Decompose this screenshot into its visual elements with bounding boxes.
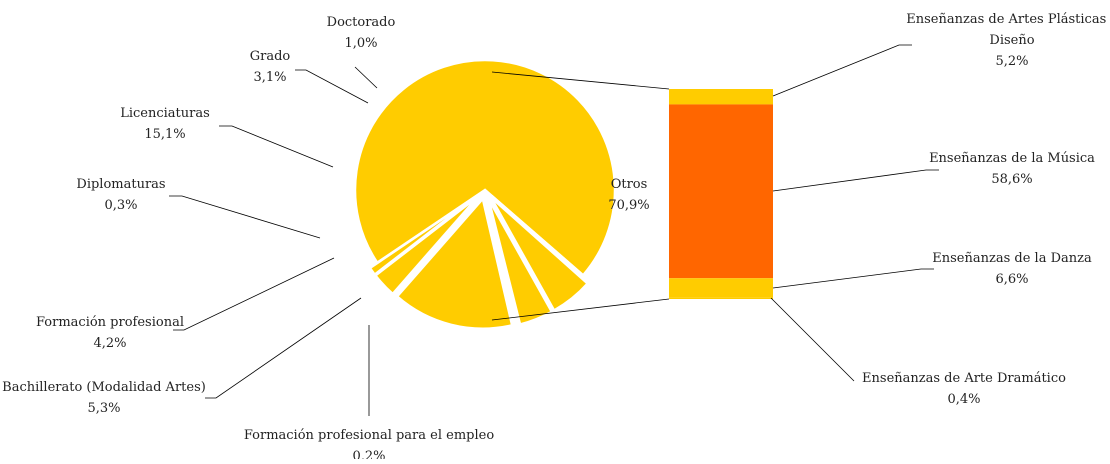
leader-bachillerato	[205, 297, 362, 399]
data-label-doctorado: Doctorado 1,0%	[327, 15, 396, 51]
pie-slice-otros	[353, 58, 617, 278]
data-label-bachillerato: Bachillerato (Modalidad Artes) 5,3%	[2, 380, 206, 416]
data-label-arte-dramatico: Enseñanzas de Arte Dramático 0,4%	[862, 371, 1066, 407]
data-label-grado: Grado 3,1%	[250, 49, 291, 85]
pie-slices	[353, 58, 617, 330]
pie-slice-doctorado	[368, 194, 479, 277]
leader-arte-dramatico	[770, 297, 855, 382]
leader-artes-plasticas	[772, 44, 912, 97]
pie-slice-bachillerato-modalidad-artes	[489, 196, 590, 313]
bar-segments	[669, 89, 773, 299]
leader-licenciaturas	[219, 125, 334, 168]
bar-segment-ensenanzas-de-arte-dramatico	[669, 297, 773, 299]
leader-formacion-profesional	[173, 257, 335, 331]
data-label-formacion-profesional: Formación profesional 4,2%	[36, 315, 184, 351]
data-labels: Doctorado 1,0% Grado 3,1% Licenciaturas 15,1%…	[2, 12, 1110, 464]
data-label-artes-plasticas: Enseñanzas de Artes Plásticas y Diseño 5,2…	[906, 12, 1110, 69]
leader-grado	[295, 69, 369, 104]
leader-lines	[169, 44, 939, 416]
bar-segment-ensenanzas-de-artes-plasticas-y-diseno	[669, 89, 773, 105]
data-label-fpe: Formación profesional para el empleo 0,2%	[244, 428, 494, 459]
data-label-diplomaturas: Diplomaturas 0,3%	[76, 177, 165, 213]
connector-line-top	[491, 71, 670, 90]
data-label-danza: Enseñanzas de la Danza 6,6%	[932, 251, 1092, 287]
data-label-otros: Otros 70,9%	[608, 177, 649, 213]
leader-musica	[772, 169, 939, 192]
bar-segment-ensenanzas-de-la-danza	[669, 278, 773, 298]
leader-danza	[772, 268, 934, 289]
leader-diplomaturas	[169, 195, 321, 239]
data-label-licenciaturas: Licenciaturas 15,1%	[120, 106, 210, 142]
pie-slice-formacion-profesional-para-el-empleo	[490, 195, 592, 285]
leader-doctorado	[354, 66, 378, 89]
pie-slice-diplomaturas	[485, 198, 521, 327]
data-label-musica: Enseñanzas de la Música 58,6%	[929, 151, 1095, 187]
bar-segment-ensenanzas-de-la-musica	[669, 104, 773, 279]
pie-slice-formacion-profesional	[487, 197, 554, 326]
connector-line-bottom	[491, 298, 670, 321]
pie-slice-licenciaturas	[395, 196, 514, 330]
